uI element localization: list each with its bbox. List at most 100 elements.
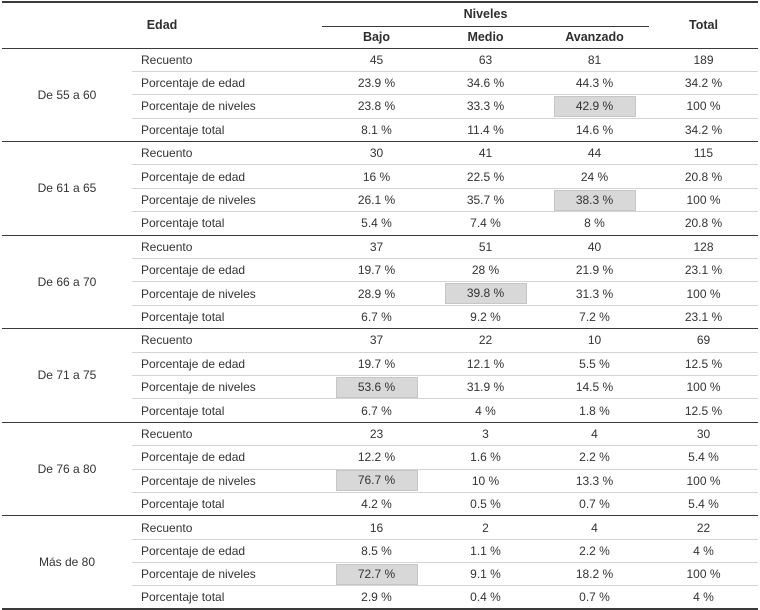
- value-cell: 115: [649, 141, 758, 165]
- row-type-label: Porcentaje total: [132, 304, 322, 329]
- table-body: De 55 a 60 Recuento 45 63 81 189 Porcentaje de…: [2, 47, 758, 610]
- header-row-1: Edad Niveles Total: [2, 2, 758, 49]
- table-row: Porcentaje de edad 19.7 % 12.1 % 5.5 % 12.5 …: [2, 351, 758, 376]
- highlighted-value: 39.8 %: [444, 283, 527, 305]
- row-type-label: Porcentaje de niveles: [132, 468, 322, 493]
- table-row: De 76 a 80 Recuento 23 3 4 30: [2, 421, 758, 516]
- highlighted-value: 38.3 %: [553, 189, 636, 211]
- table-row: Porcentaje total 8.1 % 11.4 % 14.6 % 34.2 %: [2, 117, 758, 142]
- value-cell: 12.1 %: [431, 351, 540, 376]
- table-row: De 66 a 70 Recuento 37 51 40 128: [2, 234, 758, 329]
- header-edad: Edad: [2, 2, 322, 49]
- value-cell: 9.2 %: [431, 304, 540, 329]
- value-cell: 37: [322, 328, 431, 353]
- row-type-label: Porcentaje total: [132, 117, 322, 142]
- value-cell: 28.9 %: [322, 281, 431, 306]
- value-cell: 12.5 %: [649, 351, 758, 376]
- row-type-label: Recuento: [132, 141, 322, 165]
- row-type-label: Porcentaje de niveles: [132, 374, 322, 399]
- value-cell: 31.3 %: [540, 281, 649, 306]
- age-group-label: De 55 a 60: [2, 47, 132, 142]
- value-cell: 40: [540, 234, 649, 259]
- table-row: Porcentaje de edad 16 % 22.5 % 24 % 20.8 %: [2, 164, 758, 189]
- table-row: Porcentaje de niveles 26.1 % 35.7 % 38.3 % 1…: [2, 187, 758, 212]
- value-cell: 30: [322, 141, 431, 165]
- value-cell: 22: [649, 515, 758, 540]
- value-cell: 20.8 %: [649, 211, 758, 236]
- value-cell: 81: [540, 47, 649, 72]
- value-cell: 72.7 %: [322, 562, 431, 586]
- value-cell: 44.3 %: [540, 70, 649, 95]
- row-type-label: Porcentaje total: [132, 211, 322, 236]
- value-cell: 100 %: [649, 468, 758, 493]
- value-cell: 0.7 %: [540, 585, 649, 610]
- value-cell: 7.2 %: [540, 304, 649, 329]
- value-cell: 4 %: [431, 398, 540, 423]
- value-cell: 12.2 %: [322, 445, 431, 470]
- table-row: Porcentaje de edad 23.9 % 34.6 % 44.3 % 34.2…: [2, 70, 758, 95]
- value-cell: 100 %: [649, 281, 758, 306]
- value-cell: 23.9 %: [322, 70, 431, 95]
- row-type-label: Porcentaje de edad: [132, 258, 322, 282]
- value-cell: 6.7 %: [322, 304, 431, 329]
- table-row: Porcentaje total 6.7 % 9.2 % 7.2 % 23.1 %: [2, 304, 758, 329]
- value-cell: 37: [322, 234, 431, 259]
- table-row: Porcentaje de edad 8.5 % 1.1 % 2.2 % 4 %: [2, 538, 758, 563]
- value-cell: 5.4 %: [649, 445, 758, 470]
- table-row: De 61 a 65 Recuento 30 41 44 115: [2, 141, 758, 236]
- row-type-label: Porcentaje de niveles: [132, 94, 322, 119]
- age-group-label: De 61 a 65: [2, 141, 132, 236]
- value-cell: 51: [431, 234, 540, 259]
- header-niveles: Niveles: [322, 2, 649, 27]
- value-cell: 100 %: [649, 374, 758, 399]
- value-cell: 53.6 %: [322, 374, 431, 399]
- value-cell: 11.4 %: [431, 117, 540, 142]
- table-row: Porcentaje de edad 12.2 % 1.6 % 2.2 % 5.4 %: [2, 445, 758, 470]
- row-type-label: Recuento: [132, 328, 322, 353]
- value-cell: 39.8 %: [431, 281, 540, 306]
- row-type-label: Porcentaje de edad: [132, 351, 322, 376]
- value-cell: 2: [431, 515, 540, 540]
- value-cell: 28 %: [431, 258, 540, 282]
- value-cell: 14.5 %: [540, 374, 649, 399]
- row-type-label: Porcentaje de edad: [132, 445, 322, 470]
- value-cell: 2.2 %: [540, 445, 649, 470]
- table-row: Porcentaje de niveles 53.6 % 31.9 % 14.5 % 1…: [2, 374, 758, 399]
- table-row: Porcentaje de niveles 28.9 % 39.8 % 31.3 % 1…: [2, 281, 758, 306]
- value-cell: 31.9 %: [431, 374, 540, 399]
- value-cell: 5.4 %: [649, 491, 758, 516]
- value-cell: 4.2 %: [322, 491, 431, 516]
- value-cell: 23.1 %: [649, 304, 758, 329]
- value-cell: 22: [431, 328, 540, 353]
- value-cell: 0.5 %: [431, 491, 540, 516]
- value-cell: 2.2 %: [540, 538, 649, 563]
- header-level-bajo: Bajo: [322, 26, 431, 49]
- value-cell: 100 %: [649, 562, 758, 586]
- value-cell: 44: [540, 141, 649, 165]
- row-type-label: Porcentaje de niveles: [132, 187, 322, 212]
- value-cell: 16: [322, 515, 431, 540]
- value-cell: 189: [649, 47, 758, 72]
- highlighted-value: 72.7 %: [335, 563, 418, 585]
- value-cell: 20.8 %: [649, 164, 758, 189]
- table-row: De 71 a 75 Recuento 37 22 10 69: [2, 328, 758, 423]
- value-cell: 10: [540, 328, 649, 353]
- age-group-label: De 76 a 80: [2, 421, 132, 516]
- header-level-avanzado: Avanzado: [540, 26, 649, 49]
- row-type-label: Recuento: [132, 421, 322, 446]
- header-total: Total: [649, 2, 758, 49]
- value-cell: 22.5 %: [431, 164, 540, 189]
- value-cell: 24 %: [540, 164, 649, 189]
- value-cell: 4 %: [649, 538, 758, 563]
- value-cell: 23.1 %: [649, 258, 758, 282]
- value-cell: 4: [540, 515, 649, 540]
- value-cell: 21.9 %: [540, 258, 649, 282]
- value-cell: 9.1 %: [431, 562, 540, 586]
- row-type-label: Porcentaje total: [132, 585, 322, 610]
- value-cell: 34.2 %: [649, 117, 758, 142]
- value-cell: 2.9 %: [322, 585, 431, 610]
- value-cell: 8.1 %: [322, 117, 431, 142]
- header-level-medio: Medio: [431, 26, 540, 49]
- row-type-label: Recuento: [132, 515, 322, 540]
- value-cell: 10 %: [431, 468, 540, 493]
